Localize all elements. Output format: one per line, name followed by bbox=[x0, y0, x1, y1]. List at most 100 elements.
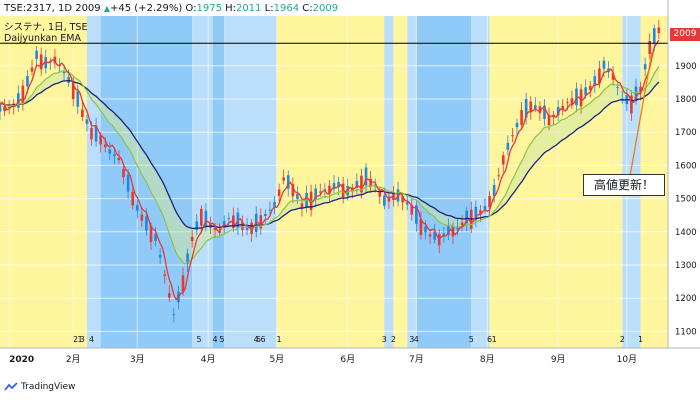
candle-body bbox=[465, 210, 468, 224]
candle-body bbox=[186, 253, 189, 264]
candle-body bbox=[103, 144, 107, 147]
up-arrow-icon: ▲ bbox=[103, 4, 110, 13]
candle-body bbox=[410, 204, 414, 215]
stage-marker-label: 5 bbox=[219, 335, 224, 344]
candle-body bbox=[0, 104, 2, 112]
price-tick-label: 1900 bbox=[675, 62, 697, 72]
time-tick-label: 5月 bbox=[269, 354, 284, 365]
candle-body bbox=[620, 98, 624, 100]
candle-body bbox=[286, 175, 290, 189]
stage-zone bbox=[416, 16, 472, 348]
candle-body bbox=[113, 154, 116, 157]
time-tick-label: 7月 bbox=[409, 354, 424, 365]
change-value: +45 (+2.29%) bbox=[110, 3, 183, 14]
candle-body bbox=[506, 142, 510, 150]
high-label: H: bbox=[225, 3, 237, 14]
candle-body bbox=[21, 85, 25, 104]
candle-body bbox=[524, 99, 528, 118]
candle-body bbox=[415, 205, 418, 224]
candle-body bbox=[140, 214, 144, 221]
candle-body bbox=[273, 202, 276, 208]
stage-marker-label: 3 bbox=[409, 335, 414, 344]
candle-body bbox=[126, 174, 130, 192]
candle-body bbox=[149, 225, 153, 242]
candle-body bbox=[511, 135, 514, 137]
close-label: C: bbox=[302, 3, 313, 14]
candle-body bbox=[515, 122, 519, 128]
candle-body bbox=[424, 226, 427, 233]
legend-symbol-name[interactable]: システナ, 1日, TSE bbox=[4, 22, 88, 33]
candle-body bbox=[195, 221, 199, 231]
time-tick-label: 2月 bbox=[66, 354, 81, 365]
candle-body bbox=[318, 191, 322, 193]
candle-body bbox=[337, 181, 340, 188]
candle-body bbox=[456, 226, 459, 230]
candle-body bbox=[488, 196, 491, 208]
candle-body bbox=[232, 215, 235, 228]
stage-zone bbox=[224, 16, 277, 348]
time-tick-label: 10月 bbox=[617, 354, 637, 365]
stage-marker-label: 1 bbox=[277, 335, 282, 344]
candle-body bbox=[204, 210, 208, 226]
time-tick-label: 9月 bbox=[551, 354, 566, 365]
time-axis-bg bbox=[0, 348, 700, 400]
stage-marker-label: 4 bbox=[254, 335, 259, 344]
candle-body bbox=[158, 254, 162, 258]
candle-body bbox=[584, 87, 587, 96]
candle-body bbox=[657, 27, 661, 34]
stage-zone bbox=[0, 16, 87, 348]
candle-body bbox=[588, 85, 592, 90]
candle-body bbox=[566, 102, 569, 104]
stage-marker-label: 2 bbox=[391, 335, 396, 344]
candle-body bbox=[360, 175, 363, 193]
close-value: 2009 bbox=[312, 3, 339, 14]
candle-body bbox=[602, 60, 606, 69]
candle-body bbox=[538, 106, 542, 114]
candle-body bbox=[611, 73, 615, 80]
candle-body bbox=[332, 183, 336, 190]
candle-body bbox=[167, 293, 171, 298]
candle-body bbox=[227, 218, 231, 220]
ema-band-fill bbox=[0, 66, 659, 265]
candle-body bbox=[534, 105, 537, 109]
candle-body bbox=[364, 167, 368, 186]
stage-marker-label: 6 bbox=[261, 335, 266, 344]
candle-body bbox=[639, 86, 642, 93]
stage-marker-label: 1 bbox=[638, 335, 643, 344]
close-price: 2009 bbox=[75, 3, 101, 14]
candle-body bbox=[163, 274, 167, 276]
candle-body bbox=[39, 54, 43, 70]
candle-body bbox=[579, 89, 583, 107]
candle-body bbox=[90, 127, 93, 140]
candle-body bbox=[593, 76, 597, 87]
candle-body bbox=[497, 175, 501, 177]
open-label: O: bbox=[185, 3, 197, 14]
price-tick-label: 1200 bbox=[675, 294, 697, 304]
candle-body bbox=[245, 225, 249, 231]
stage-zone bbox=[384, 16, 394, 348]
candle-body bbox=[122, 168, 125, 178]
candle-body bbox=[71, 82, 75, 100]
candle-body bbox=[492, 185, 496, 197]
candle-body bbox=[99, 135, 102, 145]
tradingview-brand[interactable]: TradingView bbox=[4, 381, 75, 393]
last-price-badge: 2009 bbox=[670, 28, 700, 41]
time-tick-label: 3月 bbox=[130, 354, 145, 365]
time-tick-label: 8月 bbox=[480, 354, 495, 365]
stage-marker-label: 2 bbox=[620, 335, 625, 344]
candle-body bbox=[474, 206, 478, 221]
price-tick-label: 1100 bbox=[675, 327, 697, 337]
legend-indicator[interactable]: Daijyunkan EMA bbox=[4, 33, 81, 44]
ema-band-polygon bbox=[0, 66, 659, 265]
candle-body bbox=[401, 196, 404, 203]
candle-body bbox=[643, 64, 647, 70]
candle-body bbox=[85, 119, 89, 124]
new-high-callout[interactable]: 高値更新！ bbox=[583, 174, 665, 196]
candle-body bbox=[460, 222, 464, 226]
candle-body bbox=[62, 71, 66, 74]
candle-body bbox=[154, 234, 157, 241]
candle-body bbox=[369, 178, 372, 188]
stage-marker-label: 6 bbox=[487, 335, 492, 344]
